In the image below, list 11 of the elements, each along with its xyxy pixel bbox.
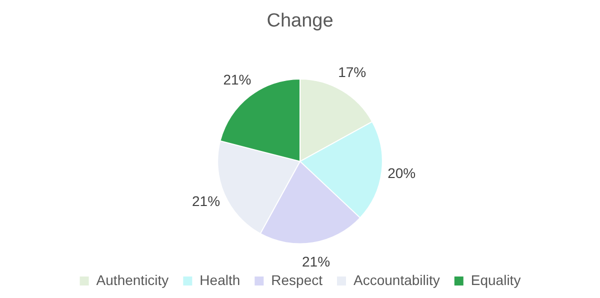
data-label: 21% <box>192 192 220 209</box>
data-label: 17% <box>338 64 366 80</box>
legend-label: Equality <box>470 272 521 288</box>
legend-label: Respect <box>271 272 323 288</box>
data-label: 21% <box>223 71 252 88</box>
data-label: 20% <box>388 165 416 182</box>
legend-label: Accountability <box>354 272 440 288</box>
chart-title: Change <box>266 10 334 32</box>
legend-label: Health <box>200 272 240 288</box>
legend-label: Authenticity <box>96 272 169 288</box>
data-label: 21% <box>302 253 330 270</box>
